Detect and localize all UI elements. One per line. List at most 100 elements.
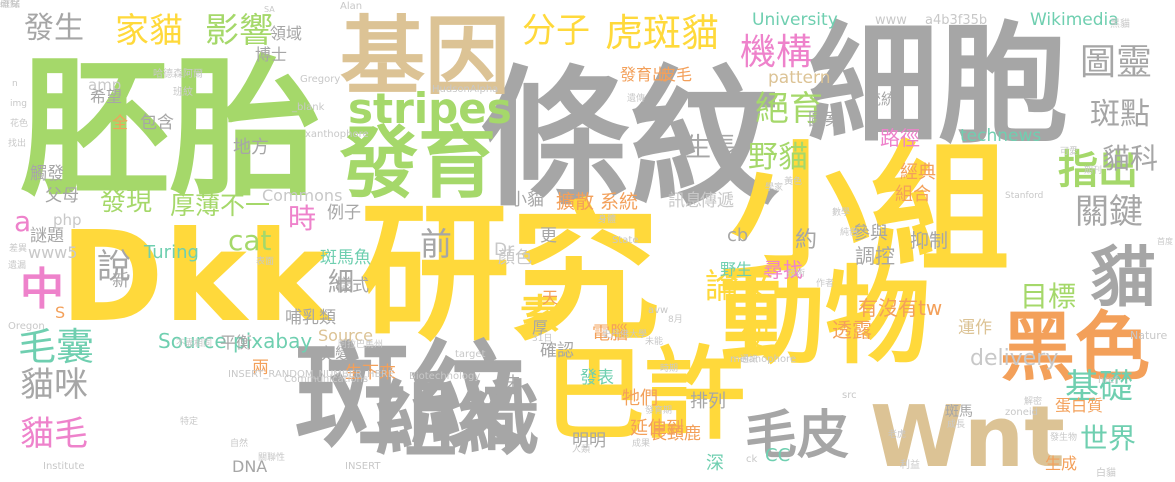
cloud-word: 明明 [572, 431, 606, 451]
cloud-word: 生下來 [345, 363, 396, 383]
cloud-word: CC [765, 445, 791, 466]
cloud-word: 斑紋 [295, 330, 526, 464]
cloud-word: 影響 [205, 11, 273, 51]
cloud-word: 分子 [522, 11, 590, 51]
cloud-word: www5 [28, 243, 78, 262]
cloud-word: 基因 [340, 8, 511, 107]
cloud-word: HudsonAlpha [432, 84, 499, 95]
cloud-word: _blank [292, 102, 325, 113]
cloud-word: a4b3f35b [925, 13, 988, 28]
cloud-word: INSERT_RANDOM_NUMBER_HERE [228, 369, 395, 380]
cloud-word: 皮毛 [660, 65, 693, 84]
cloud-word: href [1098, 375, 1118, 386]
cloud-word: a [14, 205, 32, 238]
cloud-word: 8月 [668, 315, 683, 325]
cloud-word: 經典 [900, 162, 936, 183]
cloud-word: cb [727, 225, 749, 246]
cloud-word: amp [88, 76, 122, 94]
cloud-word: 電腦 [592, 323, 628, 344]
cloud-word: 圖案 [808, 110, 842, 130]
cloud-word: 貓毛 [20, 414, 88, 454]
cloud-word: 天 [542, 288, 559, 307]
cloud-word: 運作 [958, 318, 992, 338]
cloud-word: 指出 [1058, 147, 1138, 193]
cloud-word: 可愛 [1060, 147, 1079, 157]
cloud-word: 關鍵 [1075, 192, 1143, 232]
cloud-word: Communications [284, 374, 369, 385]
cloud-word: 前 [420, 225, 453, 263]
cloud-word: 斑點 [0, 0, 20, 10]
cloud-word: Gregory [300, 74, 341, 85]
cloud-word: Source [318, 326, 373, 345]
cloud-word: 花色 [10, 119, 29, 129]
cloud-word: n [12, 79, 18, 89]
cloud-word: 延伸到 [630, 418, 684, 439]
cloud-word: 貓科 [1102, 142, 1159, 175]
cloud-word: 哈德森阿爾 [153, 69, 203, 80]
cloud-word: 解密 [1024, 397, 1043, 407]
cloud-word: xanthophore [305, 129, 369, 140]
cloud-word: Biotechnology [409, 371, 481, 382]
cloud-word: 差異 [9, 244, 28, 254]
cloud-word: 老虎 [888, 430, 907, 440]
cloud-word: 貓咪 [20, 365, 88, 405]
cloud-word: 新 [112, 271, 129, 291]
cloud-word: University [752, 10, 838, 30]
cloud-word: 身體 [598, 215, 617, 225]
cloud-word: 關聯性 [258, 453, 286, 463]
cloud-word: 小貓 [510, 190, 544, 210]
cloud-word: 黑貓 [1110, 19, 1130, 30]
cloud-word: 黑色 [1000, 303, 1151, 391]
cloud-word: 自然 [230, 439, 249, 449]
cloud-word: S [55, 303, 66, 322]
cloud-word: Oregon [8, 321, 45, 332]
cloud-word: cat [228, 224, 272, 257]
cloud-word: 發表 [580, 368, 614, 388]
cloud-word: 樣式 [335, 276, 369, 296]
cloud-word: 素 [520, 292, 560, 338]
cloud-word: 斑馬魚 [320, 248, 371, 268]
cloud-word: 更 [540, 226, 557, 246]
cloud-word: 細 [328, 268, 355, 298]
cloud-word: 圖靈 [1080, 42, 1153, 83]
cloud-word: 參與 [852, 223, 888, 244]
cloud-word: 動物 [720, 256, 931, 378]
cloud-word: 訊息 [668, 191, 702, 211]
cloud-word: 統統 [866, 90, 897, 108]
cloud-word: 遺漏 [8, 261, 27, 271]
cloud-word: 發育出 [620, 65, 669, 84]
cloud-word: 博士 [255, 45, 288, 64]
cloud-word: target [455, 349, 486, 360]
cloud-word: 牠們 [622, 388, 658, 409]
cloud-word: Wnt [870, 388, 1065, 482]
cloud-word: 世界 [1080, 422, 1137, 455]
cloud-word: 未能 [645, 337, 664, 347]
cloud-word: 透露 [832, 318, 872, 342]
cloud-word: 論文 [705, 267, 773, 307]
cloud-word: 確保 [0, 0, 20, 10]
cloud-word: ck [746, 454, 758, 465]
cloud-word: Source pixabay [158, 329, 313, 353]
cloud-word: 期刊 [1084, 166, 1103, 176]
cloud-word: 便 [740, 319, 770, 354]
cloud-word: 厚 [532, 318, 549, 337]
cloud-word: 遺傳 [627, 94, 646, 104]
cloud-word: 組織 [375, 373, 540, 468]
cloud-word: 厚薄不一 [170, 191, 271, 220]
cloud-word: 基礎 [1065, 367, 1133, 407]
cloud-word: 尋找 [763, 258, 803, 282]
cloud-word: 技術 [787, 269, 806, 279]
cloud-word: 毛囊 [18, 325, 95, 369]
cloud-word: 發生 [24, 11, 84, 46]
cloud-word: 全 [112, 113, 129, 132]
cloud-word: 純色 [840, 228, 859, 238]
cloud-word: Wikimedia [1030, 10, 1119, 30]
cloud-word: 發生物 [1050, 433, 1078, 443]
cloud-word: 發育期 [645, 406, 673, 416]
cloud-word: 不盡相同 [176, 339, 213, 349]
cloud-word: 發現 [100, 187, 153, 217]
cloud-word: 成長 [947, 420, 966, 430]
cloud-word: 哺乳類 [285, 308, 336, 328]
cloud-word: INSERT [345, 461, 381, 472]
